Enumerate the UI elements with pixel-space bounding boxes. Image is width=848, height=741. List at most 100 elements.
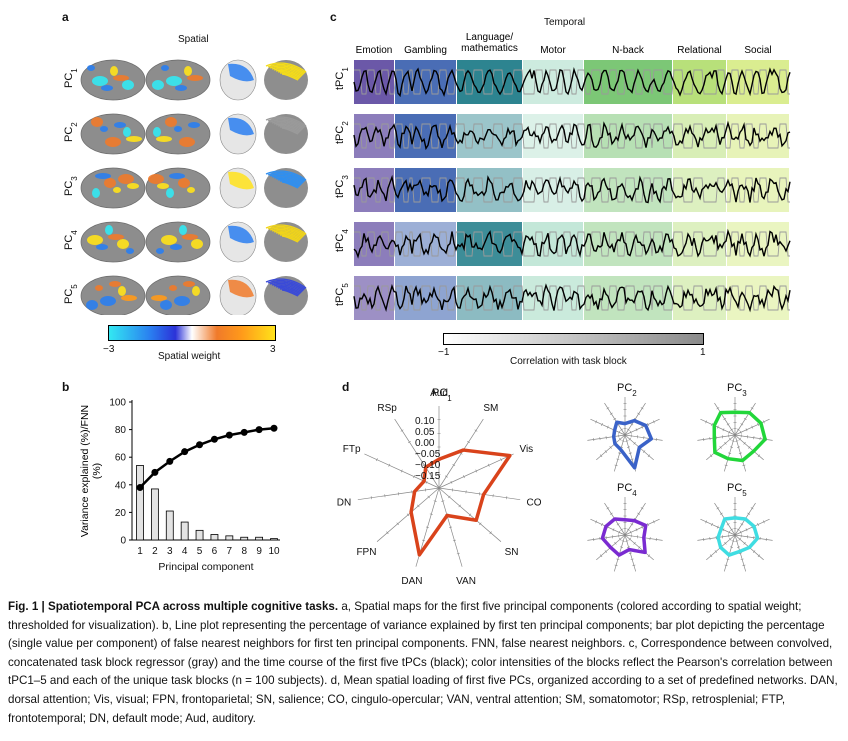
radar-tick bbox=[620, 428, 624, 431]
radar-r-tick-label: 0.00 bbox=[415, 438, 435, 449]
fiber-line bbox=[273, 68, 303, 77]
radar-tick bbox=[448, 495, 451, 499]
radar-tick bbox=[737, 546, 741, 548]
fiber-line bbox=[271, 120, 304, 130]
radar-tick bbox=[619, 546, 623, 548]
fnn-bar bbox=[255, 536, 264, 541]
radar-tick bbox=[606, 407, 610, 410]
side-activation bbox=[228, 171, 254, 190]
activation-blob bbox=[165, 117, 177, 127]
corr-min-label: −1 bbox=[438, 347, 450, 358]
radar-tick bbox=[375, 458, 378, 462]
tpc-row-label: tPC4 bbox=[334, 229, 350, 252]
activation-blob bbox=[153, 127, 161, 137]
fiber-line bbox=[269, 119, 305, 129]
side-activation bbox=[228, 225, 254, 244]
activation-blob bbox=[92, 188, 100, 198]
radar-tick bbox=[388, 463, 391, 467]
radar-tick bbox=[722, 428, 725, 432]
radar-tick bbox=[757, 522, 759, 526]
fiber-line bbox=[273, 230, 303, 239]
task-block-language bbox=[457, 60, 522, 104]
activation-blob bbox=[174, 296, 190, 306]
radar-tick bbox=[595, 520, 598, 524]
radar-tick bbox=[487, 463, 490, 467]
variance-point bbox=[225, 431, 233, 439]
activation-blob bbox=[188, 122, 200, 128]
fiber-line bbox=[281, 235, 299, 243]
radar-tick bbox=[599, 554, 603, 558]
activation-blob bbox=[169, 173, 185, 179]
activation-blob bbox=[114, 122, 126, 128]
variance-chart: 0 20 40 60 80 100 1 2 3 4 5 6 7 8 9 10 Principal compone… bbox=[79, 398, 280, 573]
fnn-bar bbox=[240, 536, 249, 541]
radar-tick bbox=[729, 446, 733, 448]
activation-blob bbox=[95, 285, 103, 291]
radar-tick bbox=[604, 550, 608, 553]
radar-r-tick-label: 0.05 bbox=[415, 427, 435, 438]
radar-tick bbox=[729, 546, 733, 548]
radar-tick bbox=[743, 441, 746, 445]
tpc-timecourse-line bbox=[353, 228, 791, 259]
radar-tick bbox=[635, 528, 638, 532]
y-tick-label: 80 bbox=[115, 425, 127, 436]
fiber-line bbox=[273, 176, 303, 185]
radar-tick bbox=[629, 530, 632, 534]
radar-tick bbox=[731, 440, 735, 442]
radar-tick bbox=[616, 558, 620, 561]
fiber-line bbox=[277, 124, 301, 133]
x-tick-label: 10 bbox=[268, 546, 280, 557]
activation-blob bbox=[109, 281, 121, 287]
colorbar-min-label: −3 bbox=[103, 344, 115, 355]
radar-axis-label-dan: DAN bbox=[401, 576, 422, 587]
radar-tick bbox=[433, 500, 437, 502]
radar-title: PC5 bbox=[727, 482, 747, 498]
radar-tick bbox=[641, 525, 644, 529]
radar-tick bbox=[601, 422, 603, 426]
radar-tick bbox=[757, 454, 761, 458]
fnn-bar bbox=[136, 465, 144, 541]
radar-tick bbox=[400, 429, 404, 432]
variance-point bbox=[151, 468, 159, 476]
svg-text:tPC3: tPC3 bbox=[334, 175, 350, 198]
radar-axis-label-sm: SM bbox=[483, 403, 498, 414]
colorbar-max-label: 3 bbox=[270, 344, 276, 355]
activation-blob bbox=[161, 235, 177, 245]
x-tick-label: 7 bbox=[227, 546, 233, 557]
radar-tick bbox=[630, 523, 634, 526]
activation-blob bbox=[187, 75, 203, 81]
task-block-nback bbox=[584, 222, 672, 266]
radar-tick bbox=[627, 446, 631, 448]
fnn-bar bbox=[150, 488, 159, 541]
pc-row-label: PC5 bbox=[63, 284, 79, 304]
correlation-colorbar bbox=[443, 333, 704, 345]
radar-tick bbox=[736, 428, 740, 431]
task-label-social: Social bbox=[744, 45, 771, 56]
radar-tick bbox=[628, 437, 631, 441]
radar-tick bbox=[474, 429, 478, 432]
task-block-relational bbox=[673, 168, 726, 212]
radar-tick bbox=[724, 541, 727, 545]
task-block-relational bbox=[673, 222, 726, 266]
variance-point bbox=[210, 435, 218, 443]
activation-blob bbox=[192, 286, 200, 296]
activation-blob bbox=[87, 235, 103, 245]
activation-blob bbox=[174, 126, 182, 132]
radar-tick bbox=[641, 425, 644, 429]
task-label-relational: Relational bbox=[677, 45, 721, 56]
task-block-language bbox=[457, 168, 522, 212]
fiber-line bbox=[277, 178, 301, 187]
activation-blob bbox=[126, 136, 142, 142]
task-block-emotion bbox=[354, 60, 394, 104]
fiber-line bbox=[267, 117, 306, 128]
radar-tick bbox=[751, 425, 754, 429]
activation-blob bbox=[127, 183, 139, 189]
task-block-social bbox=[727, 222, 789, 266]
radar-tick bbox=[728, 452, 732, 454]
fiber-line bbox=[275, 177, 302, 186]
radar-tick bbox=[711, 522, 713, 526]
task-block-language bbox=[457, 114, 522, 158]
activation-blob bbox=[91, 117, 103, 127]
radar-loading-polygon bbox=[611, 418, 654, 470]
fiber-line bbox=[273, 284, 303, 293]
